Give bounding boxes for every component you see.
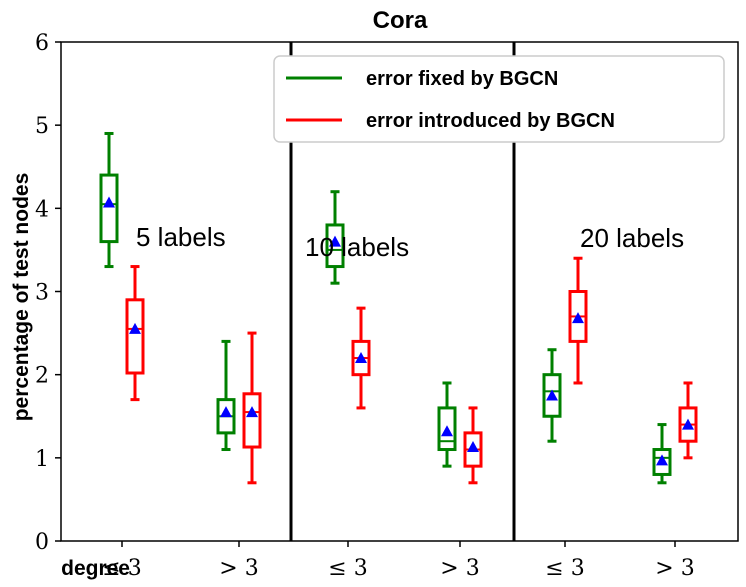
- y-tick-label: 3: [35, 281, 49, 306]
- chart-title: Cora: [373, 7, 428, 34]
- y-tick-label: 6: [35, 31, 49, 56]
- box-5: [351, 306, 371, 410]
- mean-marker: [572, 312, 584, 324]
- mean-marker: [246, 406, 258, 418]
- mean-marker: [467, 441, 479, 453]
- mean-marker: [441, 425, 453, 437]
- mean-marker: [546, 389, 558, 401]
- box-iqr: [652, 448, 672, 476]
- legend-box: [273, 55, 725, 143]
- box-1: [125, 265, 145, 402]
- box-7: [463, 406, 483, 485]
- x-tick-label: > 3: [440, 556, 479, 581]
- box-iqr: [125, 298, 145, 375]
- x-tick-label: ≤ 3: [328, 556, 367, 581]
- x-tick-label: > 3: [219, 556, 258, 581]
- legend-entry-label: error introduced by BGCN: [366, 110, 615, 132]
- box-iqr: [242, 392, 262, 449]
- mean-marker: [329, 235, 341, 247]
- x-tick-label: ≤ 3: [102, 556, 141, 581]
- plot-area: 0 1 2 3 4 5 6 ≤ 3 > 3 ≤ 3 > 3 ≤ 3 > 3 5 labels 10 labe…: [35, 31, 739, 581]
- box-iqr: [542, 373, 562, 418]
- legend-entry-label: error fixed by BGCN: [366, 68, 558, 90]
- mean-marker: [656, 454, 668, 466]
- box-6: [437, 381, 457, 468]
- box-10: [652, 423, 672, 485]
- y-axis-label: percentage of test nodes: [10, 173, 33, 422]
- box-iqr: [437, 406, 457, 452]
- box-11: [678, 381, 698, 460]
- box-2: [216, 339, 236, 452]
- box-9: [568, 256, 588, 385]
- mean-marker: [355, 352, 367, 364]
- box-3: [242, 331, 262, 485]
- mean-marker: [103, 196, 115, 208]
- y-tick-label: 5: [35, 114, 49, 139]
- y-tick-label: 0: [35, 530, 49, 555]
- box-0: [99, 131, 119, 269]
- mean-marker: [682, 418, 694, 430]
- panel-label-2: 10 labels: [305, 232, 409, 262]
- panel-label-3: 20 labels: [580, 223, 684, 253]
- y-tick-label: 2: [35, 364, 49, 389]
- box-8: [542, 348, 562, 443]
- x-tick-label: ≤ 3: [545, 556, 584, 581]
- panel-label-1: 5 labels: [136, 222, 226, 252]
- box-4: [325, 190, 345, 285]
- box-iqr: [99, 173, 119, 244]
- mean-marker: [220, 406, 232, 418]
- y-tick-label: 4: [35, 197, 49, 222]
- x-tick-label: > 3: [655, 556, 694, 581]
- legend: error fixed by BGCN error introduced by B…: [273, 55, 725, 143]
- y-tick-label: 1: [35, 447, 49, 472]
- x-axis-label-prefix: degree: [61, 557, 130, 580]
- box-iqr: [325, 223, 345, 269]
- mean-marker: [129, 322, 141, 334]
